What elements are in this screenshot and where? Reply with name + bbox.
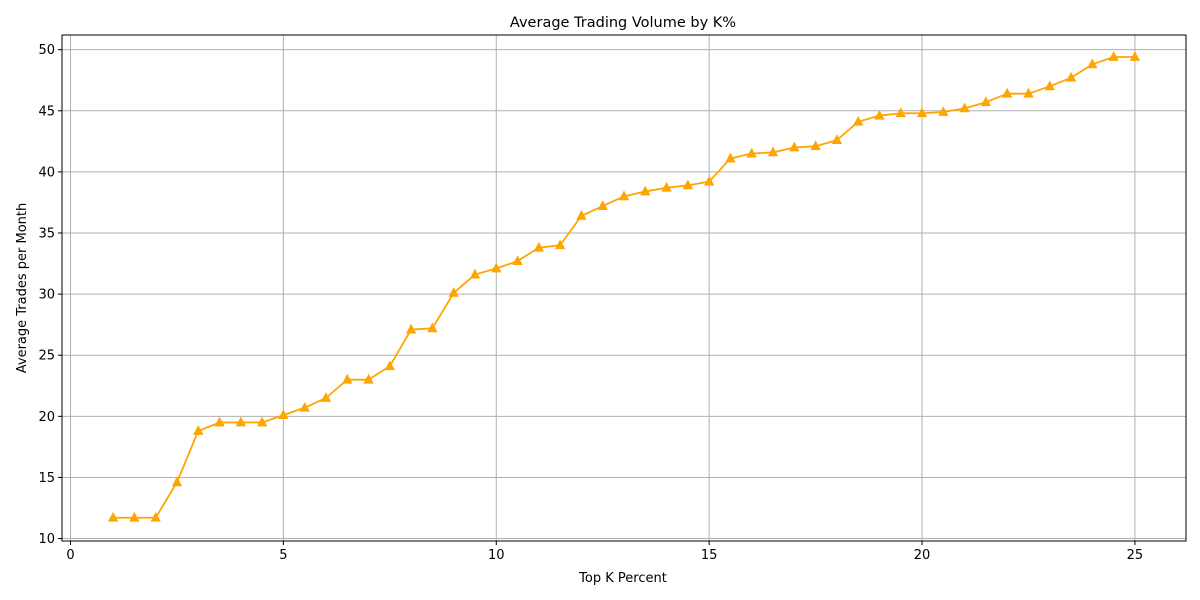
data-point-marker — [342, 373, 353, 384]
y-axis-ticks: 10 15 20 25 30 35 40 45 50 — [38, 43, 62, 547]
data-point-marker — [1108, 51, 1119, 61]
data-point-marker — [895, 107, 906, 118]
data-point-marker — [703, 175, 715, 186]
x-axis-label: Top K Percent — [578, 571, 667, 586]
data-point-marker — [554, 239, 566, 250]
data-point-marker — [1002, 87, 1013, 98]
x-tick-label: 0 — [66, 548, 74, 563]
data-point-marker — [853, 115, 864, 126]
y-tick-label: 30 — [38, 288, 55, 303]
series-markers — [107, 51, 1141, 522]
y-tick-label: 10 — [38, 532, 55, 547]
data-point-marker — [1044, 80, 1055, 91]
data-point-marker — [150, 511, 161, 522]
data-point-marker — [746, 147, 757, 158]
y-tick-label: 15 — [38, 471, 55, 486]
data-point-marker — [874, 109, 885, 120]
y-tick-label: 45 — [38, 104, 55, 119]
data-point-marker — [235, 416, 246, 427]
data-point-marker — [171, 476, 183, 487]
data-point-marker — [576, 210, 587, 220]
data-point-marker — [469, 268, 481, 279]
x-tick-label: 20 — [914, 548, 931, 563]
y-tick-label: 40 — [38, 165, 55, 180]
y-tick-label: 50 — [38, 43, 55, 58]
data-point-marker — [512, 255, 523, 266]
data-point-marker — [810, 140, 821, 151]
data-point-marker — [107, 511, 119, 522]
data-point-marker — [959, 102, 970, 113]
data-point-marker — [916, 107, 928, 118]
x-tick-label: 15 — [701, 548, 718, 563]
data-point-marker — [1023, 87, 1034, 98]
data-point-marker — [256, 416, 268, 427]
data-point-marker — [597, 200, 608, 211]
data-point-marker — [384, 360, 395, 371]
data-point-marker — [640, 185, 651, 196]
data-point-marker — [1129, 51, 1141, 61]
chart-title: Average Trading Volume by K% — [510, 15, 736, 31]
data-point-marker — [278, 409, 289, 420]
data-point-marker — [214, 416, 225, 427]
plot-frame — [61, 34, 1187, 542]
x-tick-label: 10 — [488, 548, 505, 563]
data-point-marker — [831, 134, 843, 145]
data-point-marker — [405, 323, 417, 334]
data-point-marker — [1087, 58, 1098, 69]
data-point-marker — [980, 96, 992, 107]
data-point-marker — [1065, 71, 1077, 82]
data-point-marker — [767, 146, 779, 157]
data-point-marker — [299, 401, 310, 412]
data-point-marker — [789, 141, 800, 152]
x-axis-ticks: 0 5 10 15 20 25 — [66, 541, 1143, 563]
x-tick-label: 25 — [1127, 548, 1144, 563]
data-point-marker — [533, 241, 545, 252]
data-point-marker — [363, 373, 374, 384]
data-point-marker — [193, 425, 204, 435]
data-point-marker — [938, 106, 949, 116]
y-tick-label: 25 — [38, 349, 55, 364]
data-point-marker — [320, 392, 332, 402]
data-point-marker — [427, 322, 438, 333]
grid-lines — [62, 35, 1186, 541]
data-point-marker — [682, 179, 694, 190]
data-point-marker — [491, 262, 502, 273]
y-tick-label: 20 — [38, 410, 55, 425]
y-axis-label: Average Trades per Month — [15, 203, 30, 374]
data-point-marker — [129, 511, 140, 522]
data-point-marker — [725, 152, 736, 163]
data-point-marker — [661, 181, 672, 192]
data-point-marker — [448, 287, 459, 297]
y-tick-label: 35 — [38, 227, 55, 242]
data-point-marker — [618, 190, 630, 201]
x-tick-label: 5 — [279, 548, 287, 563]
